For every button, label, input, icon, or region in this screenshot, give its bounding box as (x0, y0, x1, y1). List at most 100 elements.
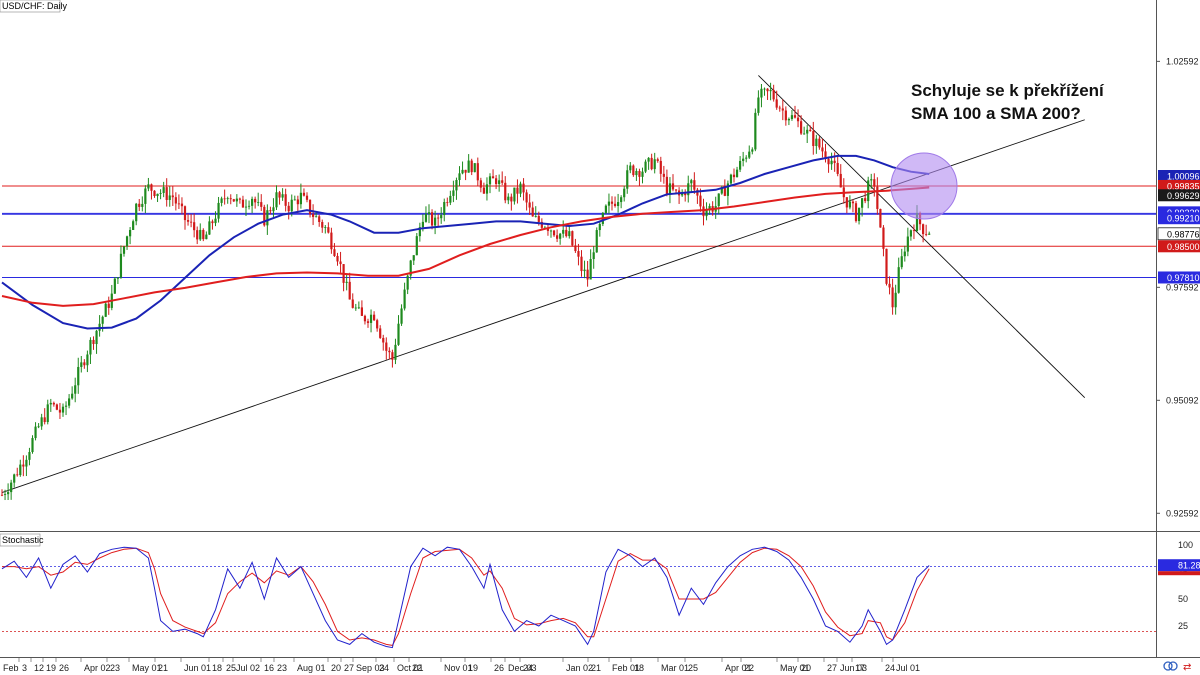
tag-last: 0.98776 (1167, 229, 1200, 239)
candle-body (235, 198, 238, 202)
candle-body (495, 178, 498, 185)
candle-body (702, 206, 705, 217)
price-tick-label: 0.92592 (1166, 508, 1199, 518)
candle-body (339, 261, 342, 265)
candle-body (153, 190, 156, 197)
candle-body (479, 180, 482, 188)
stoch-tick-label: 25 (1178, 621, 1188, 631)
candle-body (870, 179, 873, 181)
candle-body (610, 201, 614, 204)
candle-body (873, 179, 876, 187)
time-tick-label: Feb 01 (612, 663, 640, 673)
tag-price-bg (1158, 189, 1200, 202)
candle-body (232, 199, 235, 202)
candle-body (556, 235, 559, 239)
candle-body (156, 193, 159, 197)
candle-body (37, 426, 40, 428)
candle-body (504, 182, 507, 201)
candle-body (241, 199, 245, 208)
time-tick-label: 17 (855, 663, 865, 673)
time-tick-label: 18 (212, 663, 222, 673)
candle-body (583, 269, 586, 272)
candle-body (473, 163, 476, 173)
candle-body (68, 398, 71, 406)
candle-body (244, 206, 248, 208)
candle-body (790, 115, 794, 119)
candle-body (443, 202, 446, 216)
candle-body (525, 192, 528, 203)
candle-body (363, 315, 367, 322)
candle-body (839, 173, 842, 188)
candle-body (379, 328, 382, 338)
candle-body (34, 426, 37, 439)
candle-body (302, 192, 306, 196)
candle-body (177, 203, 180, 205)
candle-body (10, 482, 13, 493)
candle-body (336, 255, 339, 262)
close-chart-icon[interactable]: ⇄ (1183, 662, 1191, 673)
candle-body (751, 149, 754, 152)
time-tick-label: 26 (59, 663, 69, 673)
crossover-highlight-circle (890, 152, 958, 220)
candle-body (321, 221, 324, 228)
candle-body (400, 308, 403, 324)
candle-body (754, 112, 757, 150)
link-icon[interactable] (1163, 661, 1178, 671)
stoch-k-line (1, 546, 930, 649)
time-tick-label: 27 (344, 663, 354, 673)
candle-body (507, 196, 510, 201)
tag-sma100-bg (1158, 170, 1200, 182)
candle-body (723, 187, 726, 196)
candle-body (229, 198, 232, 200)
candle-body (49, 402, 52, 405)
time-tick-label: Apr 02 (84, 663, 111, 673)
candle-body (757, 97, 760, 113)
candle-body (623, 188, 626, 198)
candle-body (327, 227, 330, 233)
candle-body (119, 253, 123, 278)
candle-body (851, 201, 855, 204)
candle-body (7, 492, 10, 495)
candle-body (138, 203, 141, 207)
candle-body (74, 385, 77, 394)
stoch-d-line (2, 547, 930, 646)
candle-body (476, 163, 479, 181)
candle-body (769, 89, 772, 92)
candle-body (641, 171, 644, 177)
candle-body (424, 213, 428, 222)
candle-body (546, 227, 550, 231)
time-tick-label: Aug 01 (297, 663, 326, 673)
candle-body (193, 222, 196, 231)
candle-body (43, 417, 46, 423)
time-tick-label: 21 (158, 663, 168, 673)
candle-body (604, 205, 607, 213)
candle-body (305, 195, 309, 200)
candle-body (485, 184, 489, 194)
candle-body (793, 115, 797, 118)
candle-body (464, 169, 467, 173)
candle-body (318, 216, 321, 222)
candle-body (351, 299, 354, 308)
candle-body (720, 187, 723, 194)
candle-body (586, 269, 589, 280)
candle-body (647, 157, 650, 162)
candle-body (446, 202, 449, 203)
candle-body (406, 275, 409, 290)
time-tick-label: Sep 03 (356, 663, 385, 673)
candle-body (531, 207, 534, 217)
candle-body (122, 246, 126, 254)
candle-body (461, 169, 464, 174)
time-tick-label: Jun 01 (184, 663, 211, 673)
candle-body (312, 213, 315, 217)
candle-body (796, 117, 800, 122)
time-tick-label: 12 (34, 663, 44, 673)
candle-body (568, 231, 571, 237)
candle-body (626, 170, 629, 189)
candle-body (348, 281, 351, 300)
candle-body (162, 187, 165, 193)
time-tick-label: 27 (827, 663, 837, 673)
candle-body (61, 406, 65, 413)
candle-body (684, 192, 687, 196)
candle-body (571, 231, 574, 246)
candle-body (22, 464, 25, 467)
